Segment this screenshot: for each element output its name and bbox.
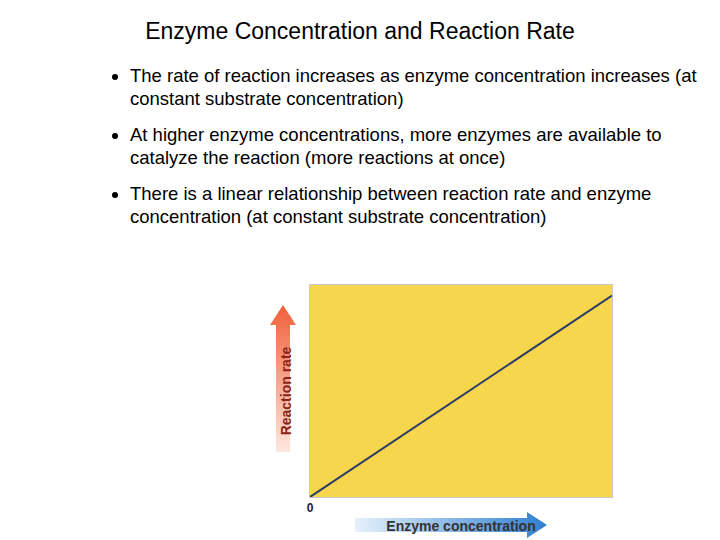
html-text:Enzyme Concentration and React: Enzyme Concentration and Reaction Rate (145, 18, 575, 44)
html-text:At higher enzyme concentration: At higher enzyme concentrations, more en… (130, 124, 662, 168)
svg-text:Enzyme concentration: Enzyme concentration (386, 518, 535, 534)
html-text:The rate of reaction increases: The rate of reaction increases as enzyme… (130, 65, 697, 109)
svg-text:Reaction rate: Reaction rate (278, 346, 294, 435)
html-text:There is a linear relationship: There is a linear relationship between r… (130, 183, 652, 227)
svg-text:0: 0 (307, 501, 314, 515)
